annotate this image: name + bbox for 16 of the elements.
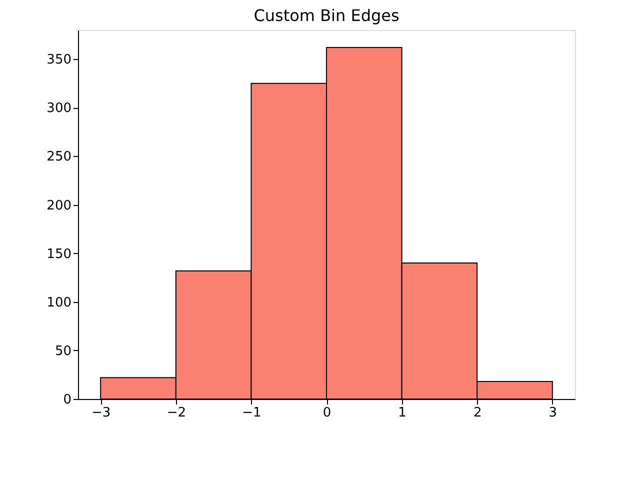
x-tick-label: −1 bbox=[242, 406, 262, 420]
y-tick-label: 0 bbox=[63, 392, 72, 408]
y-tick-label: 200 bbox=[46, 198, 72, 214]
x-tick-label: 1 bbox=[398, 406, 406, 420]
y-tick-label: 250 bbox=[46, 150, 72, 165]
y-tick-label: 150 bbox=[46, 246, 72, 262]
y-tick-label: 300 bbox=[46, 101, 72, 116]
x-tick-label: −2 bbox=[166, 406, 186, 420]
x-tick-label: 3 bbox=[548, 406, 558, 420]
x-tick-label: −3 bbox=[92, 406, 111, 420]
y-tick-label: 50 bbox=[54, 344, 72, 359]
y-tick-label: 100 bbox=[46, 295, 72, 310]
x-tick-label: 2 bbox=[473, 406, 482, 420]
chart-title: Custom Bin Edges bbox=[254, 6, 400, 25]
x-tick-label: 0 bbox=[322, 406, 332, 420]
y-tick-label: 350 bbox=[46, 52, 72, 68]
